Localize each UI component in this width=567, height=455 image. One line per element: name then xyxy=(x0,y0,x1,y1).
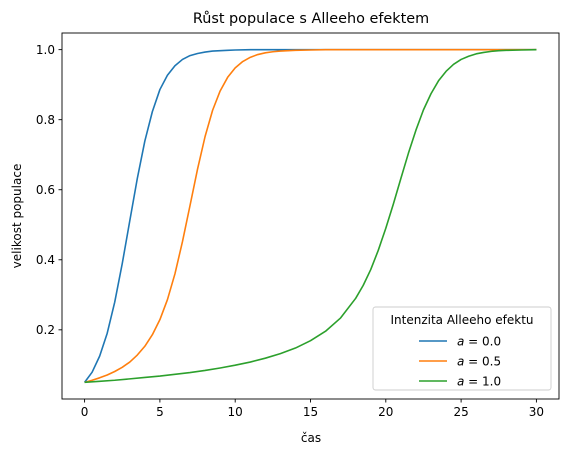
x-tick-label: 15 xyxy=(303,405,318,419)
legend: Intenzita Alleeho efektu a = 0.0a = 0.5a… xyxy=(372,306,552,391)
x-tick-label: 20 xyxy=(378,405,393,419)
x-tick-label: 5 xyxy=(156,405,164,419)
legend-label: a = 0.0 xyxy=(457,334,501,348)
y-tick-label: 0.6 xyxy=(36,183,55,197)
x-tick-label: 0 xyxy=(81,405,89,419)
y-tick-label: 0.8 xyxy=(36,113,55,127)
y-tick-label: 0.2 xyxy=(36,323,55,337)
y-axis: 0.2 0.4 0.6 0.8 1.0 xyxy=(36,43,62,337)
legend-label: a = 0.5 xyxy=(457,354,501,368)
x-tick-label: 30 xyxy=(529,405,544,419)
legend-label: a = 1.0 xyxy=(457,374,501,388)
series-group xyxy=(83,48,537,384)
x-axis: 0 5 10 15 20 25 30 xyxy=(81,399,544,419)
legend-items: a = 0.0 a = 0.5 a = 1.0 xyxy=(419,334,501,388)
series-line-3 xyxy=(84,48,537,384)
series-line-2 xyxy=(84,48,537,384)
x-axis-label: čas xyxy=(301,431,321,445)
y-tick-label: 1.0 xyxy=(36,43,55,57)
legend-title: Intenzita Alleeho efektu xyxy=(391,313,534,327)
x-tick-label: 25 xyxy=(453,405,468,419)
x-tick-label: 10 xyxy=(228,405,243,419)
legend-frame xyxy=(372,306,552,391)
y-tick-label: 0.4 xyxy=(36,253,55,267)
chart-title: Růst populace s Alleeho efektem xyxy=(193,11,429,27)
y-axis-label: velikost populace xyxy=(10,164,24,269)
